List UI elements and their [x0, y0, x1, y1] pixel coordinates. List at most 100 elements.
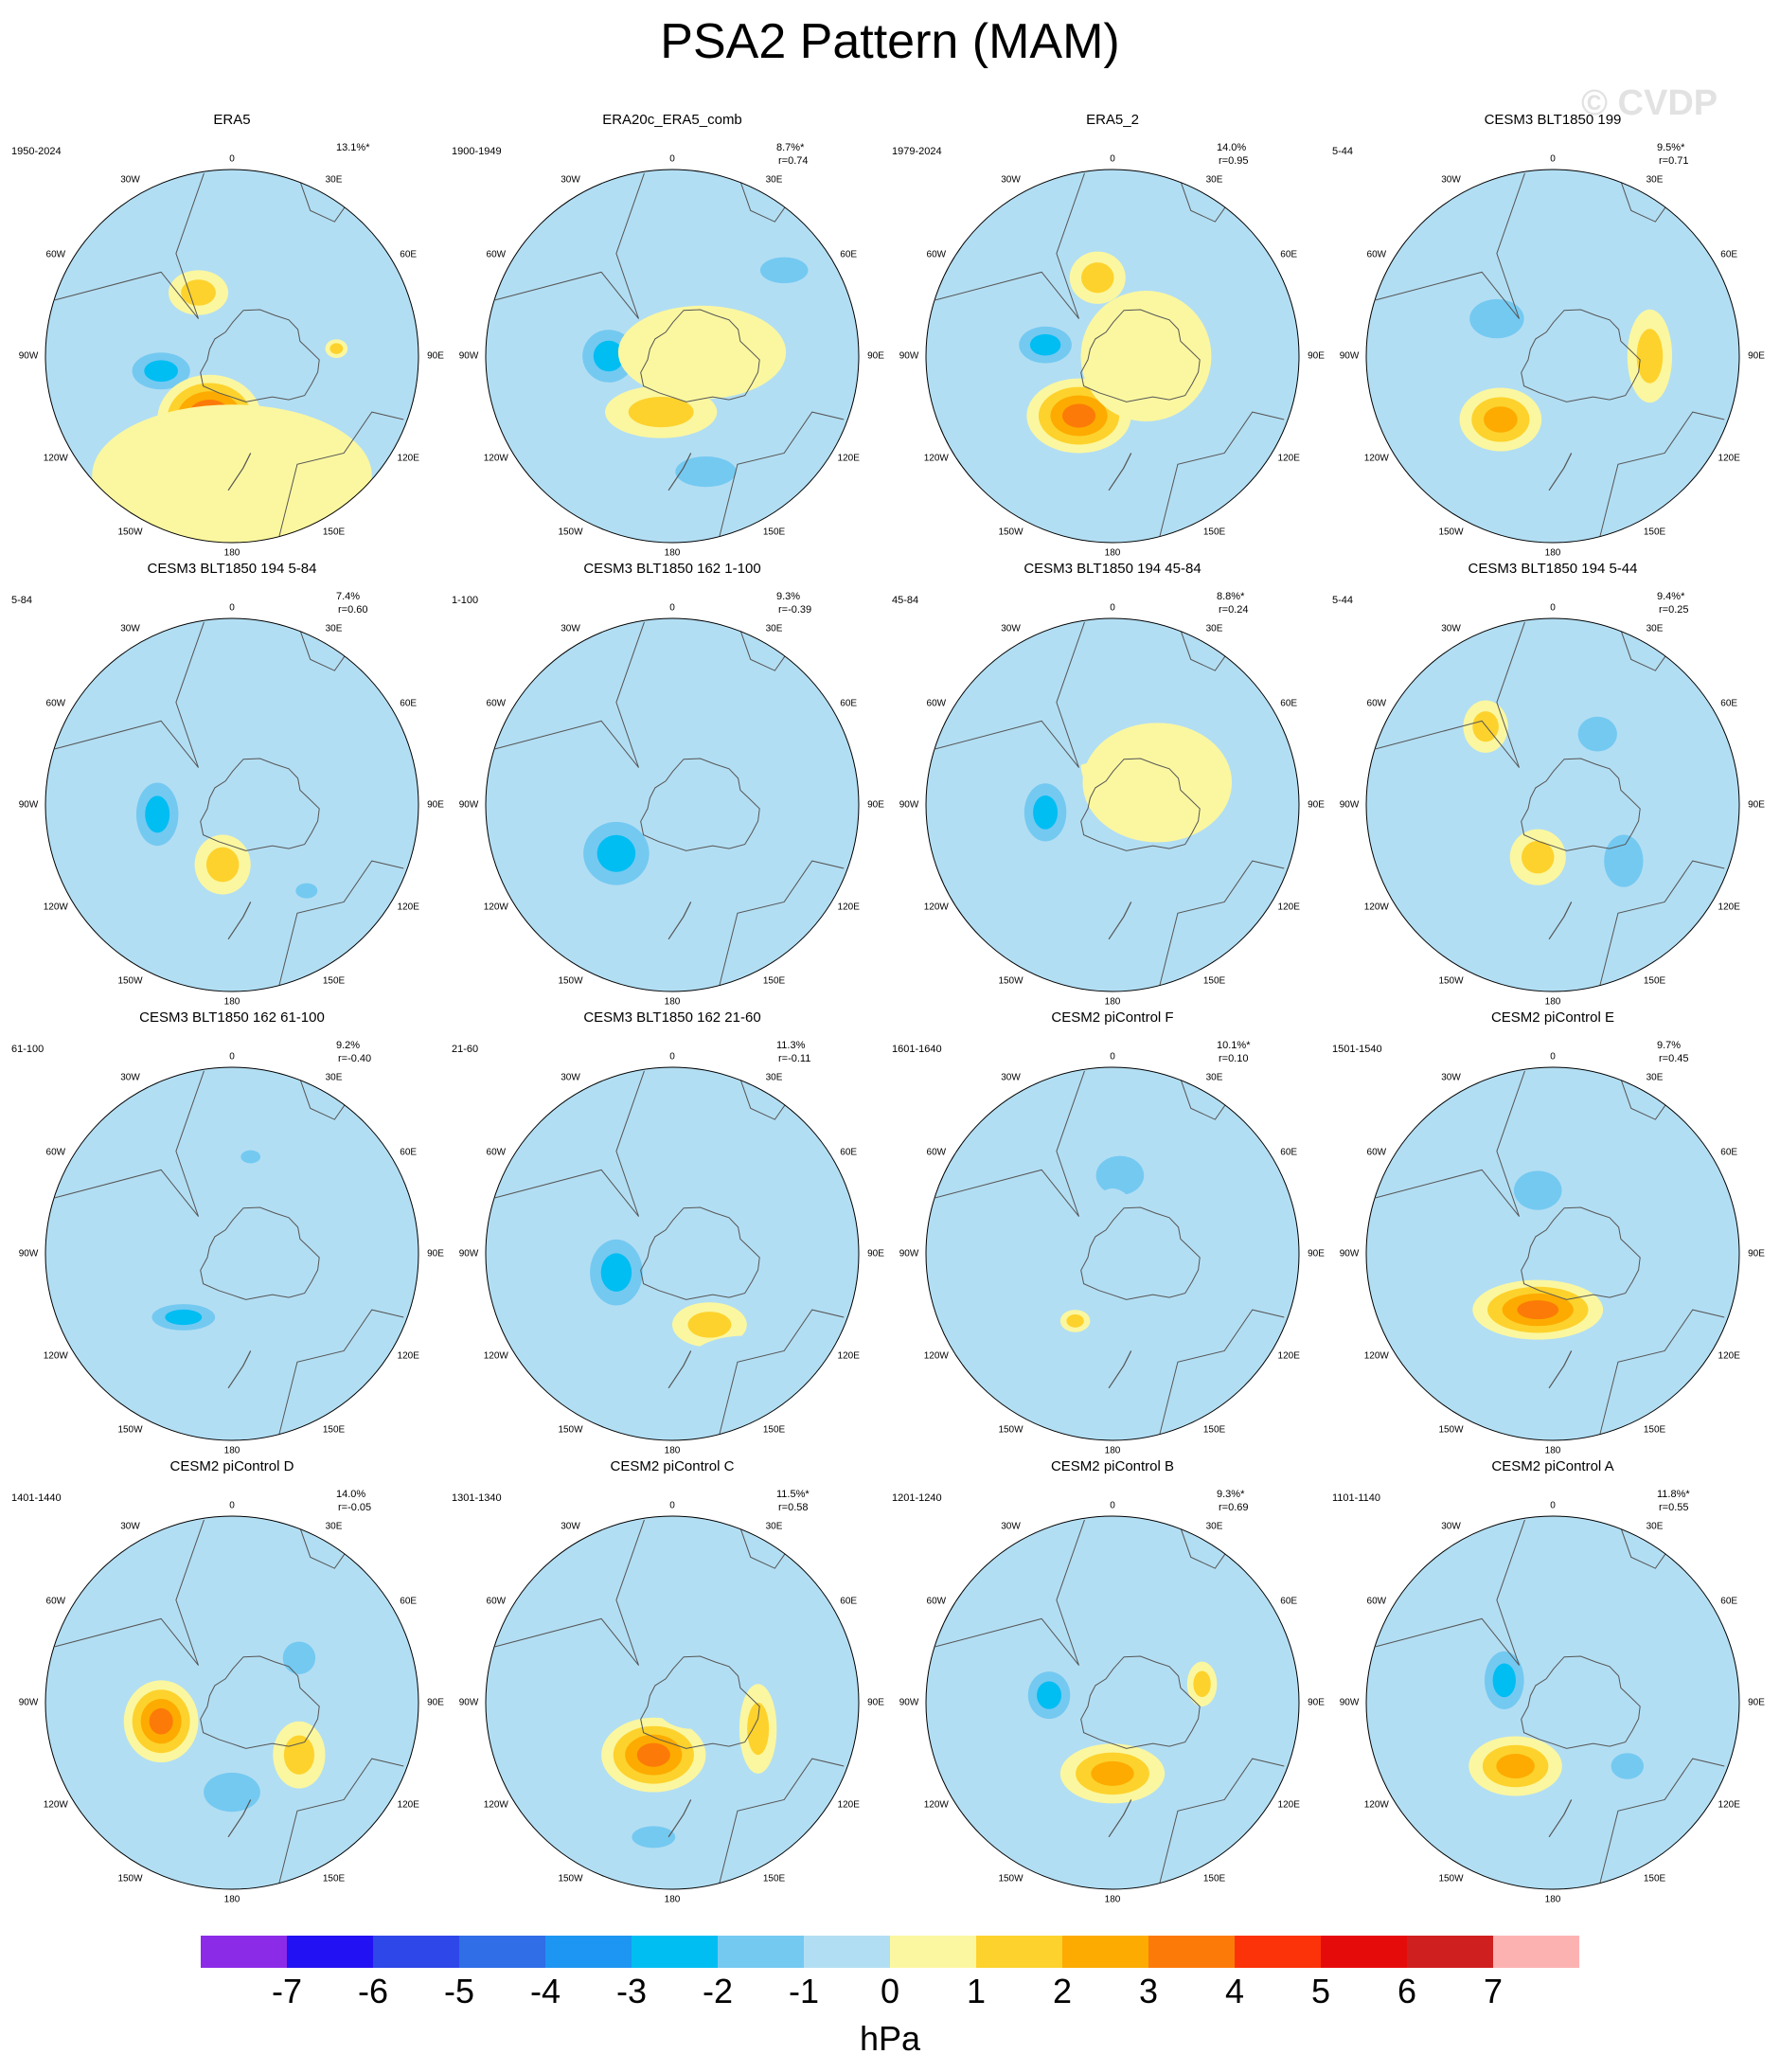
lon-label: 60W — [486, 698, 507, 708]
lon-label: 30E — [1205, 623, 1223, 634]
panel-pattern-corr: r=0.10 — [1219, 1053, 1249, 1064]
lon-label: 0 — [229, 1051, 235, 1063]
lon-label: 60E — [1280, 249, 1298, 259]
lon-label: 180 — [664, 1445, 681, 1456]
contour-fill — [632, 1826, 676, 1849]
colorbar-swatch — [804, 1936, 890, 1968]
map-background — [926, 1516, 1299, 1889]
contour-fill — [1496, 1754, 1535, 1778]
panel-pattern-corr: r=0.74 — [778, 155, 809, 167]
africa-coastline — [737, 1519, 789, 1569]
lon-label: 150E — [322, 975, 346, 987]
lon-label: 120E — [837, 453, 860, 463]
map-border — [485, 1515, 860, 1890]
polar-map — [44, 617, 419, 992]
lon-label: 30E — [1646, 1072, 1664, 1083]
polar-map — [1365, 169, 1740, 544]
map-panel: CESM2 piControl E 1501-1540 9.7% r=0.45 0 30E… — [1321, 1009, 1766, 1458]
colorbar-units: hPa — [859, 2019, 921, 2058]
contour-fill — [1422, 1795, 1683, 1889]
contour-fill — [1075, 875, 1262, 958]
colorbar-swatch — [1493, 1936, 1579, 1968]
colorbar-tick-label: 2 — [1052, 1972, 1073, 2010]
contour-fill — [992, 692, 1120, 768]
australia-coastline — [718, 1758, 845, 1886]
contour-fill — [636, 1742, 670, 1767]
panel-variance-pct: 10.1%* — [1217, 1040, 1251, 1051]
lon-label: 60E — [1720, 1596, 1738, 1606]
panel-years: 1900-1949 — [452, 146, 502, 157]
contour-fill — [1066, 1314, 1084, 1328]
australia-coastline — [718, 1309, 845, 1438]
lon-label: 120E — [1277, 453, 1300, 463]
colorbar-tick-label: -5 — [443, 1972, 475, 2010]
colorbar-swatch — [976, 1936, 1062, 1968]
lon-label: 90W — [1339, 799, 1360, 811]
australia-coastline — [1598, 860, 1725, 989]
new-zealand-coastline — [668, 453, 692, 491]
lon-label: 120W — [43, 1799, 68, 1810]
lon-label: 90W — [458, 1697, 479, 1708]
new-zealand-coastline — [668, 1350, 692, 1389]
lon-label: 120W — [483, 1350, 508, 1361]
panel-title: CESM2 piControl E — [1490, 1009, 1615, 1026]
south-america-coastline — [494, 1070, 645, 1217]
lon-label: 30E — [1646, 1521, 1664, 1532]
australia-coastline — [277, 411, 404, 540]
panel-variance-pct: 9.7% — [1657, 1040, 1682, 1051]
lon-label: 150W — [558, 1424, 583, 1436]
panel-years: 1979-2024 — [892, 146, 942, 157]
lon-label: 30W — [561, 623, 580, 634]
lon-label: 120E — [837, 1799, 860, 1810]
polar-map — [1365, 1515, 1740, 1890]
lon-label: 30E — [325, 623, 343, 634]
antarctica-coastline — [1080, 1655, 1201, 1749]
new-zealand-coastline — [668, 1799, 692, 1838]
lon-label: 60W — [486, 249, 507, 259]
africa-coastline — [1617, 172, 1669, 223]
map-panel: CESM2 piControl A 1101-1140 11.8%* r=0.55 0 3… — [1321, 1458, 1766, 1907]
australia-coastline — [1598, 411, 1725, 540]
contour-fill — [145, 795, 170, 833]
lon-label: 90E — [867, 350, 884, 362]
contour-fill — [1140, 456, 1197, 487]
panel-variance-pct: 14.0% — [1217, 142, 1247, 153]
polar-map — [485, 617, 860, 992]
polar-map — [44, 1515, 419, 1890]
new-zealand-coastline — [668, 902, 692, 940]
lon-label: 90E — [867, 1248, 884, 1259]
lon-label: 120E — [1718, 902, 1740, 912]
panel-title: CESM3 BLT1850 162 21-60 — [583, 1009, 761, 1026]
panel-title: ERA5 — [213, 112, 251, 128]
contour-fill — [1033, 795, 1059, 830]
lon-label: 30W — [120, 623, 140, 634]
lon-label: 150W — [998, 975, 1024, 987]
lon-label: 150E — [1643, 1873, 1666, 1884]
map-panel: ERA20c_ERA5_comb 1900-1949 8.7%* r=0.74 0 30E… — [440, 112, 885, 561]
lon-label: 120E — [1718, 453, 1740, 463]
contour-fill — [144, 360, 178, 383]
contour-fill — [1632, 1331, 1678, 1363]
map-background — [45, 1067, 418, 1440]
panel-pattern-corr: r=-0.11 — [778, 1053, 811, 1064]
lon-label: 150E — [1202, 1424, 1226, 1436]
lon-label: 0 — [1110, 602, 1115, 614]
lon-label: 30W — [1441, 174, 1461, 186]
australia-coastline — [277, 1309, 404, 1438]
panel-title: CESM2 piControl C — [610, 1458, 735, 1474]
lon-label: 120E — [397, 1350, 419, 1361]
panel-title: CESM2 piControl D — [169, 1458, 294, 1474]
panel-years: 1401-1440 — [11, 1492, 62, 1504]
colorbar-swatch — [1235, 1936, 1321, 1968]
colorbar-swatch — [1407, 1936, 1493, 1968]
panel-variance-pct: 9.3%* — [1217, 1489, 1245, 1500]
map-background — [45, 1516, 418, 1889]
lon-label: 120W — [923, 1350, 949, 1361]
map-border — [925, 1066, 1300, 1441]
contour-fill — [205, 847, 240, 883]
lon-label: 30W — [1441, 1521, 1461, 1532]
south-america-coastline — [494, 172, 645, 319]
africa-coastline — [1177, 621, 1229, 671]
australia-coastline — [277, 1758, 404, 1886]
australia-coastline — [1158, 860, 1285, 989]
